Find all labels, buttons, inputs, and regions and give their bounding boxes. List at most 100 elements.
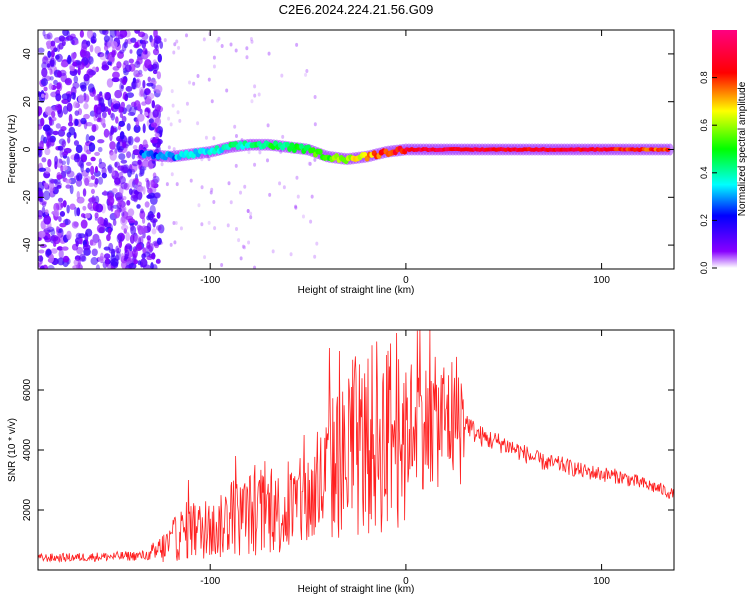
colorbar-label: Normalized spectral amplitude xyxy=(737,81,748,216)
noise-blob xyxy=(151,228,157,235)
noise-blob xyxy=(85,122,93,127)
noise-blob xyxy=(172,147,176,152)
noise-blob xyxy=(110,257,119,267)
noise-blob xyxy=(114,89,123,99)
noise-blob xyxy=(156,71,162,80)
noise-blob xyxy=(109,30,117,38)
noise-blob xyxy=(281,134,285,139)
noise-blob xyxy=(154,132,160,138)
noise-blob xyxy=(172,50,176,55)
noise-blob xyxy=(69,65,75,72)
noise-blob xyxy=(212,55,216,60)
noise-blob xyxy=(65,179,72,184)
noise-blob xyxy=(115,196,124,202)
noise-blob xyxy=(76,246,84,255)
noise-blob xyxy=(126,104,132,112)
noise-blob xyxy=(38,124,43,130)
noise-blob xyxy=(307,161,311,166)
noise-blob xyxy=(137,190,143,201)
noise-blob xyxy=(80,117,87,125)
y-tick-label: 2000 xyxy=(22,498,33,521)
noise-blob xyxy=(42,124,51,132)
noise-blob xyxy=(249,211,253,216)
noise-blob xyxy=(242,245,246,250)
noise-blob xyxy=(43,182,49,188)
noise-blob xyxy=(61,246,69,251)
noise-blob xyxy=(95,107,102,115)
snr-panel: -100 0 100 2000 4000 6000 Height of straight … xyxy=(7,329,675,595)
noise-blob xyxy=(154,84,163,94)
noise-blob xyxy=(130,225,137,235)
noise-blob xyxy=(98,97,105,106)
noise-blob xyxy=(53,79,58,86)
noise-blob xyxy=(90,257,99,266)
noise-blob xyxy=(85,161,92,166)
noise-blob xyxy=(203,255,207,260)
noise-blob xyxy=(313,157,317,162)
noise-blob xyxy=(177,45,181,50)
noise-blob xyxy=(149,204,156,215)
noise-blob xyxy=(97,139,105,144)
noise-blob xyxy=(173,240,177,245)
noise-blob xyxy=(122,78,127,86)
noise-blob xyxy=(53,178,61,185)
noise-blob xyxy=(118,153,126,161)
noise-blob xyxy=(237,238,241,243)
noise-blob xyxy=(110,41,118,49)
noise-blob xyxy=(267,51,271,56)
noise-blob xyxy=(146,241,151,250)
noise-blob xyxy=(79,236,83,245)
noise-blob xyxy=(192,81,196,86)
noise-blob xyxy=(74,110,80,116)
noise-blob xyxy=(88,135,96,142)
noise-blob xyxy=(107,195,115,206)
noise-blob xyxy=(112,71,120,79)
noise-blob xyxy=(121,224,129,231)
noise-blob xyxy=(249,215,253,220)
noise-blob xyxy=(155,37,161,45)
y-tick-label: -20 xyxy=(22,190,33,205)
noise-blob xyxy=(152,63,158,70)
noise-blob xyxy=(50,44,57,52)
noise-blob xyxy=(120,159,128,164)
noise-blob xyxy=(268,192,272,197)
snr-y-label: SNR (10 * v/v) xyxy=(7,418,18,482)
noise-blob xyxy=(152,48,160,56)
noise-blob xyxy=(101,167,107,175)
noise-blob xyxy=(60,61,69,68)
noise-blob xyxy=(266,158,270,163)
noise-blob xyxy=(69,203,76,210)
noise-blob xyxy=(243,184,247,189)
noise-blob xyxy=(160,162,164,167)
noise-blob xyxy=(83,93,90,103)
noise-blob xyxy=(126,123,131,131)
noise-blob xyxy=(133,79,140,84)
noise-blob xyxy=(253,84,257,89)
noise-blob xyxy=(171,103,175,108)
noise-blob xyxy=(142,123,146,134)
noise-blob xyxy=(56,70,62,78)
noise-blob xyxy=(61,93,70,100)
noise-blob xyxy=(43,86,48,92)
noise-blob xyxy=(55,93,62,102)
spectrogram-panel: -100 0 100 -40 -20 0 20 40 Height of straight l… xyxy=(7,29,675,296)
noise-blob xyxy=(50,234,59,242)
x-tick-label: 0 xyxy=(403,275,409,286)
snr-x-label: Height of straight line (km) xyxy=(298,584,415,595)
noise-blob xyxy=(157,224,165,234)
noise-blob xyxy=(155,258,161,264)
noise-blob xyxy=(75,240,79,247)
noise-blob xyxy=(132,144,138,150)
noise-blob xyxy=(234,134,238,139)
noise-blob xyxy=(62,200,67,208)
noise-blob xyxy=(121,206,127,213)
noise-blob xyxy=(99,252,104,261)
noise-blob xyxy=(146,179,150,190)
noise-blob xyxy=(84,177,90,186)
noise-blob xyxy=(58,249,64,259)
x-tick-label: 0 xyxy=(403,576,409,587)
noise-blob xyxy=(43,235,48,240)
noise-blob xyxy=(103,44,109,51)
noise-blob xyxy=(216,38,220,43)
